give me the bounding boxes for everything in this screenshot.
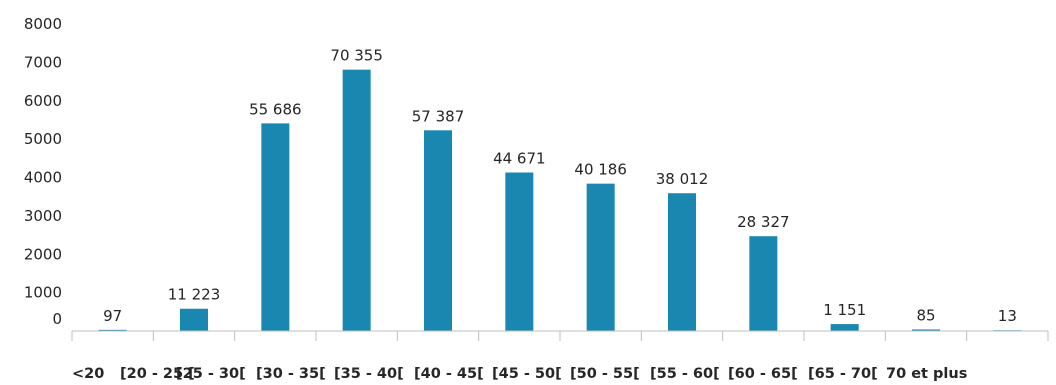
x-category-label: [40 - 45[: [414, 366, 484, 382]
bar-value-label: 57 387: [412, 107, 465, 125]
bar-value-label: 11 223: [168, 286, 221, 304]
bar-value-label: 38 012: [656, 170, 709, 188]
x-category-label: [55 - 60[: [650, 366, 720, 382]
y-tick-label: 6000: [24, 92, 62, 110]
x-category-label: [20 - 25 [: [120, 366, 195, 382]
bar-value-label: 13: [998, 307, 1017, 325]
y-tick-label: 0: [52, 310, 62, 328]
bar: [586, 183, 615, 331]
bars: [98, 69, 1022, 332]
y-axis-ticks: 0 1000 2000 3000 4000 5000 6000 7000 8000: [24, 15, 62, 328]
bar-value-label: 70 355: [330, 47, 383, 65]
y-tick-label: 8000: [24, 15, 62, 33]
y-tick-label: 5000: [24, 130, 62, 148]
x-category-label: [45 - 50[: [492, 366, 562, 382]
bar: [912, 329, 940, 331]
bar-value-label: 85: [916, 306, 935, 324]
x-category-label: [30 - 35[: [256, 366, 326, 382]
x-category-label: [65 - 70[: [808, 366, 878, 382]
y-tick-label: 4000: [24, 169, 62, 187]
x-category-label: <20: [72, 366, 104, 382]
bar-value-label: 55 686: [249, 100, 302, 118]
bar: [98, 329, 127, 331]
y-tick-label: 1000: [24, 284, 62, 302]
x-axis-tick-marks: [71, 331, 1049, 341]
bar: [668, 193, 696, 331]
bar-value-label: 44 671: [493, 150, 546, 168]
bar: [749, 236, 778, 331]
x-category-label: [50 - 55[: [570, 366, 640, 382]
x-axis-category-labels: <20 [20 - 25 [[25 - 30[ [30 - 35[ [35 - 40[…: [72, 366, 967, 382]
x-category-label: 70 et plus: [886, 366, 967, 382]
x-category-label: [25 - 30[: [176, 366, 246, 382]
y-tick-label: 7000: [24, 53, 62, 71]
bar: [505, 172, 534, 331]
y-tick-label: 2000: [24, 245, 62, 263]
bar-value-label: 40 186: [574, 161, 627, 179]
bar: [830, 324, 859, 331]
bar: [424, 130, 452, 331]
y-tick-label: 3000: [24, 207, 62, 225]
bar-value-label: 1 151: [823, 301, 866, 319]
x-category-label: [35 - 40[: [334, 366, 404, 382]
bar: [261, 123, 290, 331]
bar-value-label: 28 327: [737, 213, 790, 231]
bar-value-label: 97: [103, 307, 122, 325]
bar: [180, 308, 208, 331]
x-category-label: [60 - 65[: [728, 366, 798, 382]
data-labels: 97 11 223 55 686 70 355 57 387 44 671 40 186 38…: [103, 47, 1017, 326]
bar: [342, 69, 371, 331]
